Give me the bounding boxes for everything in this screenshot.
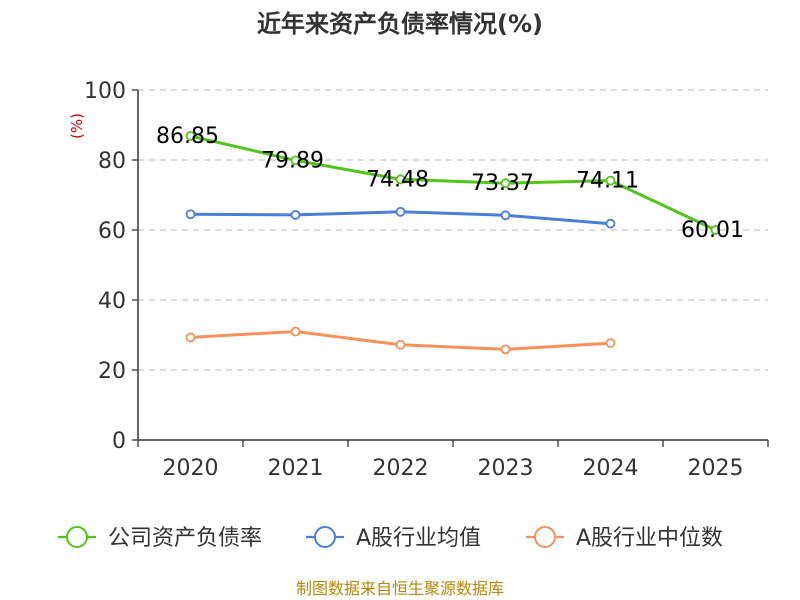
y-tick-label-0: 0 xyxy=(112,429,126,454)
x-tick-labels: 2020 2021 2022 2023 2024 2025 xyxy=(163,456,744,481)
data-point-0-2024 xyxy=(605,175,616,186)
x-tick-label-2024: 2024 xyxy=(583,456,639,481)
data-label-2022: 74.48 xyxy=(366,167,429,192)
data-label-2023: 73.37 xyxy=(471,171,534,196)
y-tick-label-100: 100 xyxy=(84,79,126,104)
source-note: 制图数据来自恒生聚源数据库 xyxy=(296,579,504,598)
data-point-2-2024 xyxy=(605,338,616,348)
data-point-0-2020 xyxy=(185,131,196,141)
legend-label-0: 公司资产负债率 xyxy=(108,526,262,551)
y-tick-label-60: 60 xyxy=(98,219,126,244)
data-label-2024: 74.11 xyxy=(576,169,639,194)
y-tick-label-20: 20 xyxy=(98,359,126,384)
data-label-2020: 86.85 xyxy=(156,124,219,149)
data-point-1-2023 xyxy=(500,210,511,221)
legend: 公司资产负债率 A股行业均值 A股行业中位数 xyxy=(58,526,723,551)
legend-label-2: A股行业中位数 xyxy=(576,526,723,551)
data-point-1-2020 xyxy=(185,209,196,220)
data-labels: 86.85 79.89 74.48 73.37 74.11 60.01 xyxy=(156,124,744,243)
x-tick-label-2020: 2020 xyxy=(163,456,219,481)
y-axis-unit: (%) xyxy=(68,113,86,139)
x-tick-label-2022: 2022 xyxy=(373,456,429,481)
data-label-2025: 60.01 xyxy=(681,218,744,243)
y-tick-label-40: 40 xyxy=(98,289,126,314)
data-point-1-2022 xyxy=(395,206,406,217)
data-point-2-2021 xyxy=(290,326,301,337)
data-point-2-2020 xyxy=(185,332,196,343)
data-point-0-2025 xyxy=(710,225,721,235)
legend-marker-1 xyxy=(314,526,336,548)
data-point-0-2022 xyxy=(395,174,406,185)
legend-label-1: A股行业均值 xyxy=(356,526,481,551)
data-label-2021: 79.89 xyxy=(261,148,324,173)
grid xyxy=(138,89,768,371)
data-point-0-2023 xyxy=(500,178,511,189)
legend-marker-2 xyxy=(534,526,556,548)
x-tick-label-2023: 2023 xyxy=(478,456,534,481)
data-point-1-2021 xyxy=(290,210,301,220)
legend-marker-0 xyxy=(66,526,88,548)
series-lines xyxy=(185,131,721,355)
x-tick-label-2025: 2025 xyxy=(688,456,744,481)
data-point-2-2022 xyxy=(395,339,406,350)
chart-title: 近年来资产负债率情况(%) xyxy=(257,10,543,38)
y-tick-label-80: 80 xyxy=(98,149,126,174)
data-point-2-2023 xyxy=(500,344,511,355)
y-tick-labels: 0 20 40 60 80 100 xyxy=(84,79,126,454)
data-point-0-2021 xyxy=(290,155,301,166)
series-line-0 xyxy=(190,134,717,232)
x-tick-label-2021: 2021 xyxy=(268,456,324,481)
data-point-1-2024 xyxy=(605,218,616,229)
axes xyxy=(132,89,769,447)
